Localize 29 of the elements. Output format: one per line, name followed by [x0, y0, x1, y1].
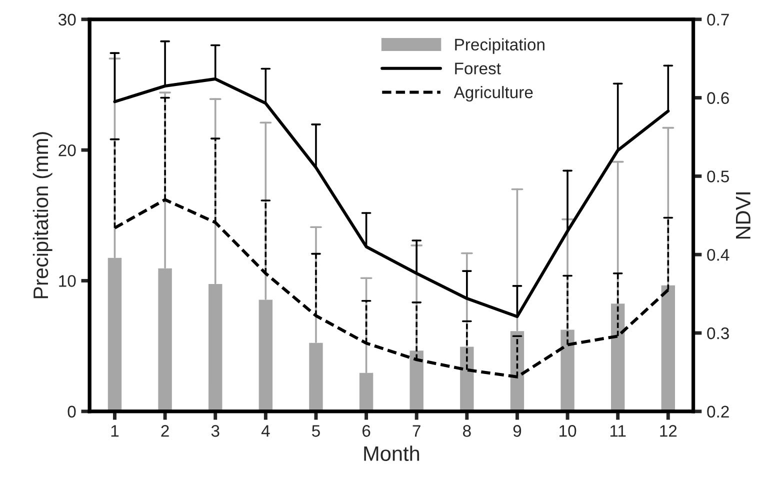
x-tick-label: 4 — [261, 425, 270, 437]
y-tick-label: 10 — [59, 275, 76, 287]
y2-tick-label: 0.6 — [707, 92, 729, 104]
y2-tick-label: 0.7 — [707, 14, 729, 26]
bar — [408, 349, 425, 412]
y2-axis-title: NDVI — [736, 192, 750, 239]
legend-label: Agriculture — [454, 86, 533, 102]
y-tick-label: 20 — [58, 144, 76, 156]
x-tick-label: 5 — [312, 425, 320, 437]
x-tick-label: 3 — [211, 425, 220, 437]
y-axis-title: Precipitation (mm) — [32, 132, 52, 298]
y2-tick-label: 0.3 — [707, 327, 729, 340]
x-tick-label: 12 — [660, 425, 677, 437]
y-tick-label: 30 — [58, 14, 76, 26]
x-tick-label: 11 — [610, 425, 626, 437]
x-tick-label: 9 — [513, 425, 522, 437]
y2-tick-label: 0.4 — [707, 248, 730, 261]
x-axis-title: Month — [364, 446, 420, 461]
y-tick-label: 0 — [68, 406, 76, 418]
x-tick-label: 8 — [463, 425, 471, 437]
x-tick-label: 7 — [412, 425, 420, 437]
y2-tick-label: 0.2 — [707, 406, 729, 418]
x-tick-label: 2 — [161, 425, 169, 437]
x-tick-label: 10 — [560, 425, 576, 437]
legend-label: Precipitation — [455, 38, 544, 54]
x-tick-label: 6 — [362, 425, 370, 437]
x-tick-label: 1 — [111, 425, 119, 437]
legend-label: Forest — [455, 62, 501, 74]
y2-tick-label: 0.5 — [707, 170, 729, 182]
